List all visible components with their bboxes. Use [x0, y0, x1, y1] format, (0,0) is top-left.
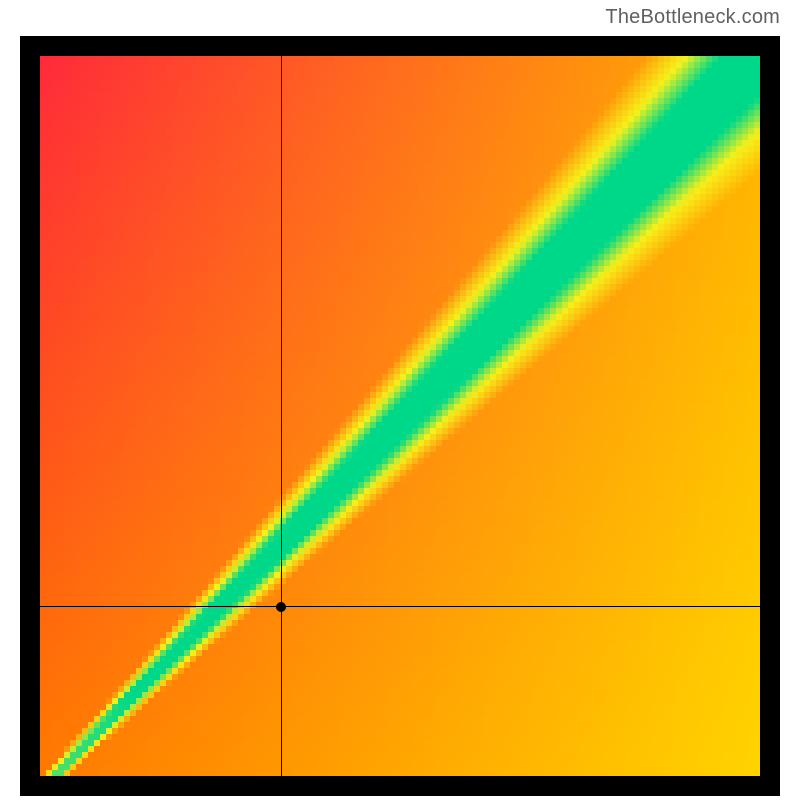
frame-right	[760, 36, 780, 796]
crosshair-dot	[276, 602, 286, 612]
crosshair-vertical	[281, 56, 282, 776]
frame-bottom	[20, 776, 780, 796]
frame-top	[20, 36, 780, 56]
crosshair-horizontal	[40, 606, 760, 607]
frame-left	[20, 36, 40, 796]
attribution-text: TheBottleneck.com	[605, 6, 780, 29]
bottleneck-heatmap	[40, 56, 760, 776]
chart-container: TheBottleneck.com	[0, 0, 800, 800]
